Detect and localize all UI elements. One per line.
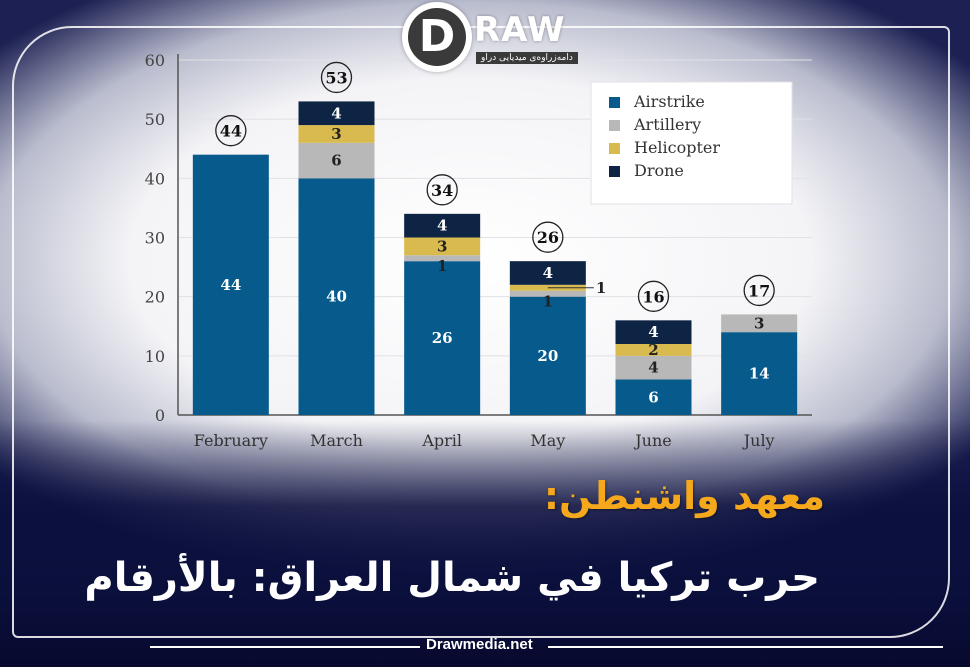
x-category-label: February <box>194 431 268 450</box>
segment-value-label: 6 <box>331 152 341 170</box>
total-circle <box>215 115 247 147</box>
bar-segment <box>615 320 692 344</box>
segment-value-label: 3 <box>754 314 764 332</box>
bar-segment <box>404 213 481 238</box>
total-circle <box>743 274 775 307</box>
y-tick-label: 50 <box>145 110 165 129</box>
bar-segment <box>721 314 798 333</box>
logo-subtitle: دامەزراوەی میدیایی دراو <box>476 52 578 64</box>
segment-value-label: 6 <box>648 388 658 406</box>
bar-segment <box>509 296 586 415</box>
x-category-label: July <box>742 431 775 450</box>
legend-entry-label: Airstrike <box>633 92 705 111</box>
decorative-frame <box>12 26 950 638</box>
segment-value-label: 44 <box>220 276 241 294</box>
bar-segment <box>404 237 481 256</box>
legend-swatch <box>609 120 620 131</box>
segment-value-label: 4 <box>437 217 447 235</box>
legend-swatch <box>609 143 620 154</box>
segment-value-label: 4 <box>331 104 341 122</box>
total-value-label: 17 <box>748 281 770 300</box>
segment-value-label: 26 <box>432 329 453 347</box>
segment-value-label: 3 <box>437 237 447 255</box>
total-circle <box>320 61 353 94</box>
headline: حرب تركيا في شمال العراق: بالأرقام <box>84 555 820 601</box>
footer-line-left <box>150 646 420 648</box>
y-tick-label: 60 <box>145 51 165 70</box>
segment-value-label: 2 <box>648 341 658 359</box>
segment-value-label: 1 <box>543 293 553 311</box>
total-value-label: 16 <box>642 287 664 306</box>
legend-entry-label: Helicopter <box>634 138 720 157</box>
background-bottom-band <box>0 420 970 667</box>
bar-segment <box>298 101 375 126</box>
segment-value-label: 14 <box>749 365 770 383</box>
total-circle <box>637 280 670 312</box>
legend-box <box>590 81 793 205</box>
x-category-label: June <box>633 431 672 450</box>
total-circle <box>426 174 458 206</box>
x-category-label: May <box>530 431 565 450</box>
bar-segment <box>615 344 692 356</box>
logo-word: RAW <box>474 10 566 50</box>
logo-letter: D <box>408 8 466 66</box>
y-tick-label: 20 <box>145 288 165 307</box>
y-tick-label: 30 <box>145 229 165 248</box>
total-value-label: 44 <box>220 122 242 141</box>
legend-swatch <box>609 97 620 108</box>
total-value-label: 34 <box>431 181 453 200</box>
legend-swatch <box>609 166 620 177</box>
segment-value-label: 20 <box>537 347 558 365</box>
x-category-label: March <box>310 431 363 450</box>
segment-value-label: 40 <box>326 288 347 306</box>
x-category-label: April <box>421 431 462 450</box>
bar-segment <box>404 261 481 415</box>
segment-value-label: 1 <box>596 279 606 297</box>
total-value-label: 26 <box>537 228 559 247</box>
bar-segment <box>298 125 375 143</box>
legend-entry-label: Drone <box>634 161 684 180</box>
bar-segment <box>509 261 586 285</box>
bar-segment <box>721 332 798 415</box>
y-tick-label: 10 <box>145 347 165 366</box>
bar-segment <box>509 290 586 297</box>
total-value-label: 53 <box>325 68 347 87</box>
y-tick-label: 0 <box>155 406 165 425</box>
legend-entry-label: Artillery <box>633 115 701 134</box>
segment-value-label: 4 <box>543 264 553 282</box>
source-line: معهد واشنطن: <box>543 474 825 518</box>
bar-segment <box>298 142 375 179</box>
logo-circle: D <box>402 2 472 72</box>
bar-segment <box>615 379 692 415</box>
segment-value-label: 4 <box>648 323 658 341</box>
segment-value-label: 4 <box>648 359 658 377</box>
site-link[interactable]: Drawmedia.net <box>426 636 533 653</box>
total-circle <box>532 221 564 253</box>
bar-segment <box>615 355 692 380</box>
segment-value-label: 3 <box>331 125 341 143</box>
bar-segment <box>298 178 375 415</box>
bar-segment <box>192 154 269 415</box>
draw-logo: D RAW دامەزراوەی میدیایی دراو <box>402 2 602 76</box>
segment-value-label: 1 <box>437 257 447 275</box>
footer-line-right <box>548 646 943 648</box>
bar-segment <box>404 255 481 262</box>
y-tick-label: 40 <box>145 169 165 188</box>
